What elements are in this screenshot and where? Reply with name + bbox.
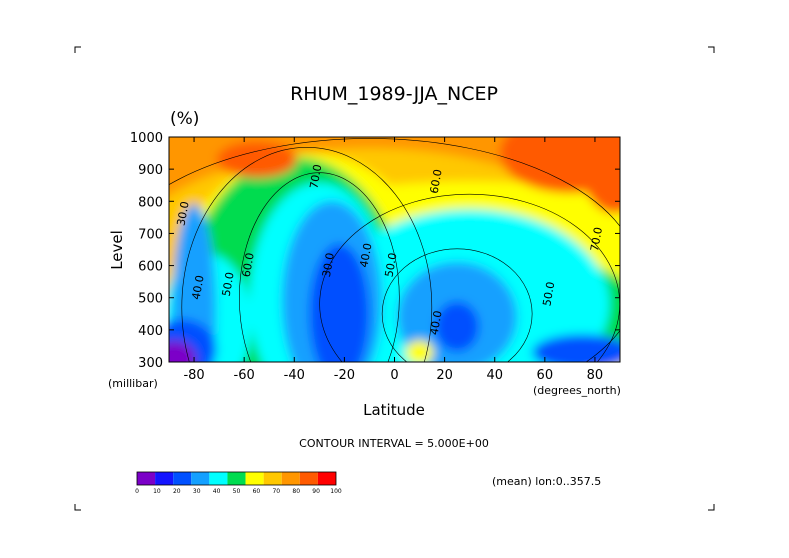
colorbar-swatch [281, 472, 300, 485]
chart-title: RHUM_1989-JJA_NCEP [290, 83, 498, 105]
contour-field [169, 137, 620, 362]
x-tick-label: 20 [436, 368, 453, 383]
contour-label: 50.0 [540, 281, 557, 307]
contour-labels: 30.040.0 50.060.070.030.0 40.0 50.040.060.0… [175, 163, 605, 336]
colorbar-swatch [263, 472, 282, 485]
units-label: (%) [170, 109, 199, 129]
field-blob [405, 340, 434, 362]
contour-label: 60.0 [428, 168, 445, 194]
colorbar-swatch [137, 472, 156, 485]
colorbar-label: 40 [213, 488, 221, 495]
colorbar-border [136, 471, 337, 486]
colorbar-label: 30 [193, 488, 201, 495]
field-blob [216, 141, 297, 178]
field-blob [435, 301, 480, 352]
y-tick-label: 500 [138, 292, 163, 307]
contour-label: 40.0 [428, 310, 445, 336]
mean-note: (mean) lon:0..357.5 [492, 475, 601, 488]
colorbar-label: 10 [153, 488, 161, 495]
x-tick-label: 60 [537, 368, 554, 383]
frame-corners [74, 46, 715, 511]
x-tick-label: -20 [334, 368, 355, 383]
colorbar: 0 10 20 30 40 50 60 70 80 90 100 [135, 471, 342, 495]
field-blob [169, 340, 197, 362]
contour-line [381, 248, 533, 362]
field-blob [172, 203, 217, 362]
y-tick-label: 900 [138, 163, 163, 178]
contour-label: 40.0 [357, 242, 374, 268]
y-tick-label: 600 [138, 260, 163, 275]
contour-label: 70.0 [588, 226, 605, 252]
field-blob [575, 137, 620, 214]
x-tick-label: -40 [284, 368, 305, 383]
colorbar-label: 60 [253, 488, 261, 495]
colorbar-label: 70 [272, 488, 280, 495]
x-tick-label: -80 [183, 368, 204, 383]
x-tick-label: 40 [486, 368, 503, 383]
y-tick-label: 800 [138, 195, 163, 210]
field-blob [532, 334, 620, 362]
colorbar-swatch [317, 472, 336, 485]
x-unit-label: (degrees_north) [533, 384, 621, 397]
x-tick-label: 0 [390, 368, 398, 383]
contour-label: 50.0 [383, 252, 400, 278]
contour-label: 60.0 [240, 252, 257, 278]
axes: -80 -60 -40 -20 0 20 40 60 80 300 400 500 600 700 800 9… [130, 131, 620, 383]
contour-line [239, 172, 400, 362]
colorbar-label: 80 [292, 488, 300, 495]
x-tick-label: 80 [587, 368, 604, 383]
colorbar-swatch [191, 472, 210, 485]
colorbar-label: 50 [233, 488, 241, 495]
colorbar-swatch [245, 472, 264, 485]
colorbar-label: 90 [312, 488, 320, 495]
contour-label: 70.0 [307, 163, 324, 189]
contour-line [181, 147, 433, 362]
colorbar-swatch [209, 472, 228, 485]
contour-label: 50.0 [220, 271, 237, 297]
colorbar-swatch [155, 472, 174, 485]
y-tick-label: 700 [138, 227, 163, 242]
x-axis-label: Latitude [363, 401, 425, 419]
colorbar-swatch [299, 472, 318, 485]
colorbar-label: 100 [330, 488, 342, 495]
x-tick-label: -60 [234, 368, 255, 383]
colorbar-label: 20 [173, 488, 181, 495]
y-tick-label: 1000 [130, 131, 163, 146]
colorbar-swatch [173, 472, 192, 485]
contour-line [169, 138, 620, 362]
colorbar-swatch [227, 472, 246, 485]
colorbar-label: 0 [135, 488, 139, 495]
y-tick-label: 400 [138, 324, 163, 339]
contour-label: 30.0 [175, 200, 192, 226]
y-axis-label: Level [108, 230, 126, 270]
contour-label: 30.0 [320, 252, 337, 278]
contour-interval-note: CONTOUR INTERVAL = 5.000E+00 [299, 437, 489, 450]
y-tick-label: 300 [138, 356, 163, 371]
y-unit-label: (millibar) [108, 377, 158, 390]
contour-label: 40.0 [190, 274, 207, 300]
